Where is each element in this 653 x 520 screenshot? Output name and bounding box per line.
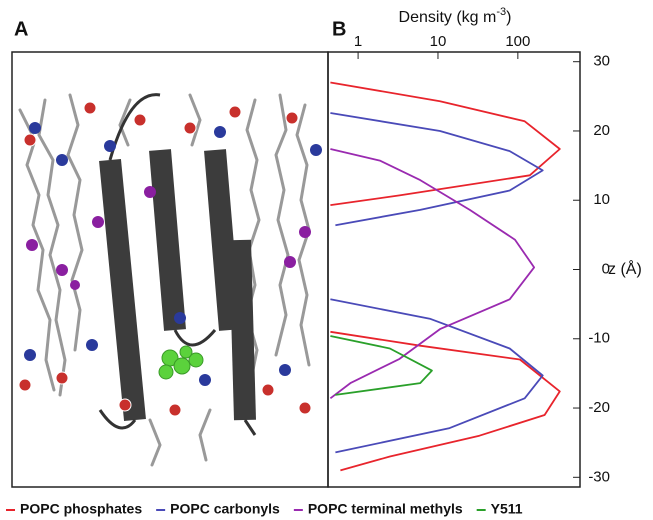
x-tick-label: 1 [354,33,362,50]
y-tick-label: 0 [602,260,610,277]
y-tick-label: 20 [593,122,610,139]
plot-lines [329,81,561,472]
density-curve [329,148,535,400]
x-tick-label: 100 [505,33,530,50]
x-tick-label: 10 [430,33,447,50]
x-axis-title-main: Density (kg m [399,9,497,26]
molecular-image [11,51,329,488]
y-tick-label: 30 [593,53,610,70]
legend-label: Y511 [491,501,523,517]
y-tick-label: -20 [588,399,610,416]
x-axis-title-end: ) [506,9,511,26]
legend-label: POPC phosphates [20,501,142,517]
y-tick-label: -30 [588,468,610,485]
density-curve [330,112,544,454]
y-tick-label: 10 [593,191,610,208]
panel-label: A [14,18,28,40]
legend-label: POPC carbonyls [170,501,280,517]
density-curve [330,335,433,396]
panel-label: B [332,18,346,40]
y-axis-title: z (Å) [608,259,642,278]
x-axis-title: Density (kg m-3) [399,6,512,26]
legend-label: POPC terminal methyls [308,501,463,517]
x-axis-title-sup: -3 [496,6,506,18]
plot-frame [327,51,581,488]
y-tick-label: -10 [588,330,610,347]
density-curve [330,81,561,472]
